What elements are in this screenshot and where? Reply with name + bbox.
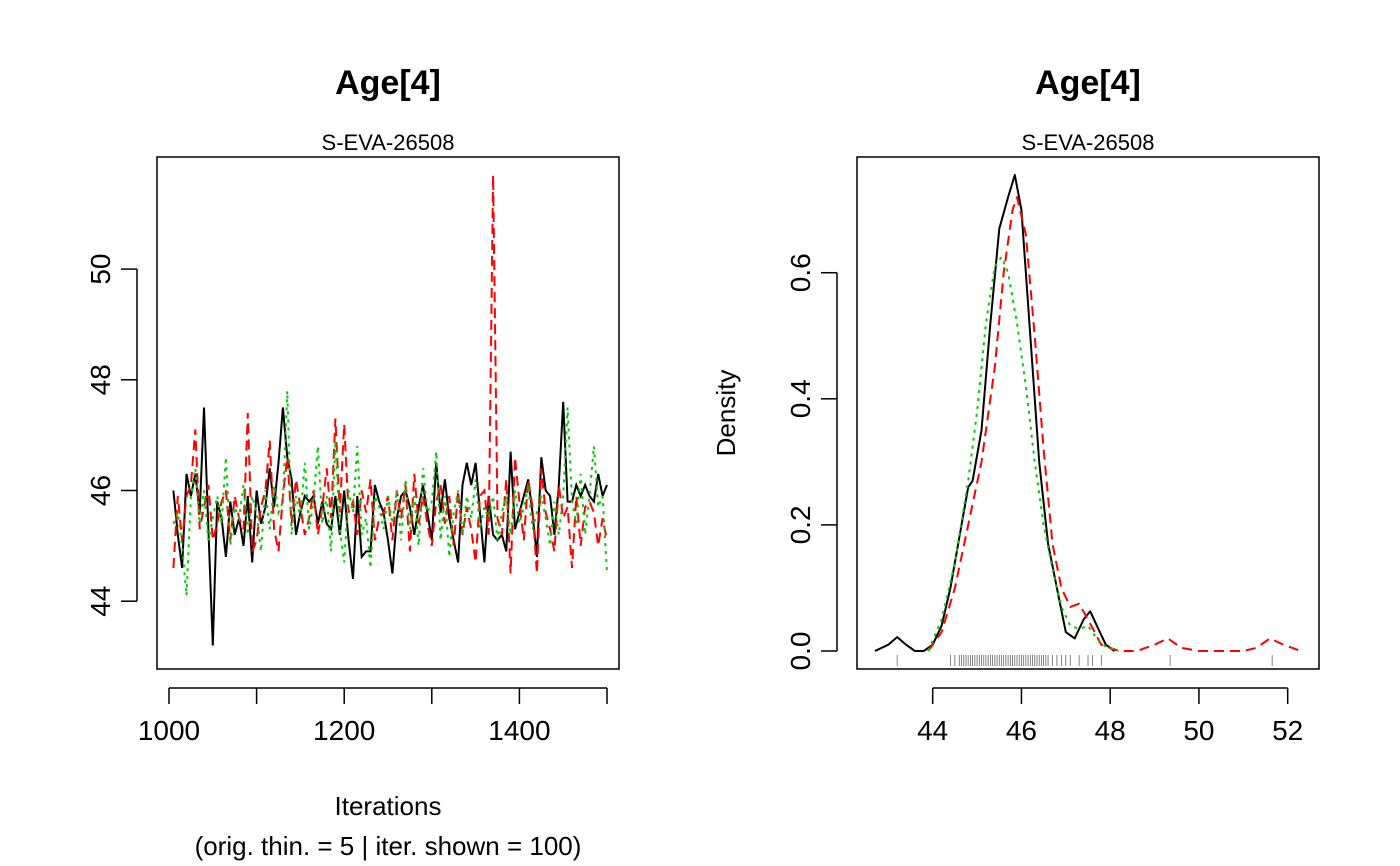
- density-y-tick-label: 0.2: [785, 505, 816, 544]
- trace-chain-2-line: [172, 174, 608, 574]
- density-plot-subtitle: S-EVA-26508: [1022, 130, 1155, 155]
- density-x-tick-label: 46: [1006, 715, 1037, 746]
- density-x-tick-label: 50: [1183, 715, 1214, 746]
- trace-plot-subtitle: S-EVA-26508: [322, 130, 455, 155]
- trace-x-axis-sublabel: (orig. thin. = 5 | iter. shown = 100): [195, 831, 582, 861]
- trace-plot-title: Age[4]: [335, 64, 441, 102]
- trace-plot-panel: Age[4] S-EVA-26508 1000 1200 1400 44 46 48 50…: [85, 64, 620, 861]
- trace-y-tick-label: 50: [85, 254, 116, 285]
- density-chain-1-line: [874, 174, 1116, 652]
- trace-y-tick-label: 46: [85, 475, 116, 506]
- density-rug: [896, 655, 1273, 666]
- trace-plot-frame: [156, 156, 620, 670]
- density-series-group: [874, 174, 1302, 652]
- trace-x-tick-label: 1000: [138, 715, 200, 746]
- density-chain-3-line: [927, 256, 1120, 652]
- density-plot-title: Age[4]: [1035, 64, 1141, 102]
- trace-y-tick-label: 44: [85, 586, 116, 617]
- density-x-tick-label: 48: [1095, 715, 1126, 746]
- trace-x-tick-label: 1400: [488, 715, 550, 746]
- trace-x-axis: 1000 1200 1400: [138, 687, 608, 746]
- trace-chain-3-line: [172, 390, 608, 596]
- density-y-tick-label: 0.6: [785, 253, 816, 292]
- density-y-tick-label: 0.0: [785, 632, 816, 671]
- density-x-tick-label: 44: [917, 715, 948, 746]
- density-chain-2-line: [927, 196, 1302, 652]
- trace-y-tick-label: 48: [85, 364, 116, 395]
- density-plot-panel: Age[4] S-EVA-26508 44 46 48 50 52 0.00.20.40…: [711, 64, 1320, 746]
- density-x-tick-label: 52: [1272, 715, 1303, 746]
- density-y-axis: 0.0 0.2 0.4 0.6: [785, 253, 838, 671]
- density-y-axis-label: Density: [711, 370, 741, 457]
- density-plot-frame: [856, 156, 1320, 670]
- trace-series-group: [172, 174, 608, 646]
- density-y-tick-label: 0.4: [785, 379, 816, 418]
- trace-y-axis: 44 46 48 50: [85, 254, 138, 617]
- density-x-axis: 44 46 48 50 52: [917, 687, 1303, 746]
- trace-x-axis-label: Iterations: [335, 791, 442, 821]
- trace-x-tick-label: 1200: [313, 715, 375, 746]
